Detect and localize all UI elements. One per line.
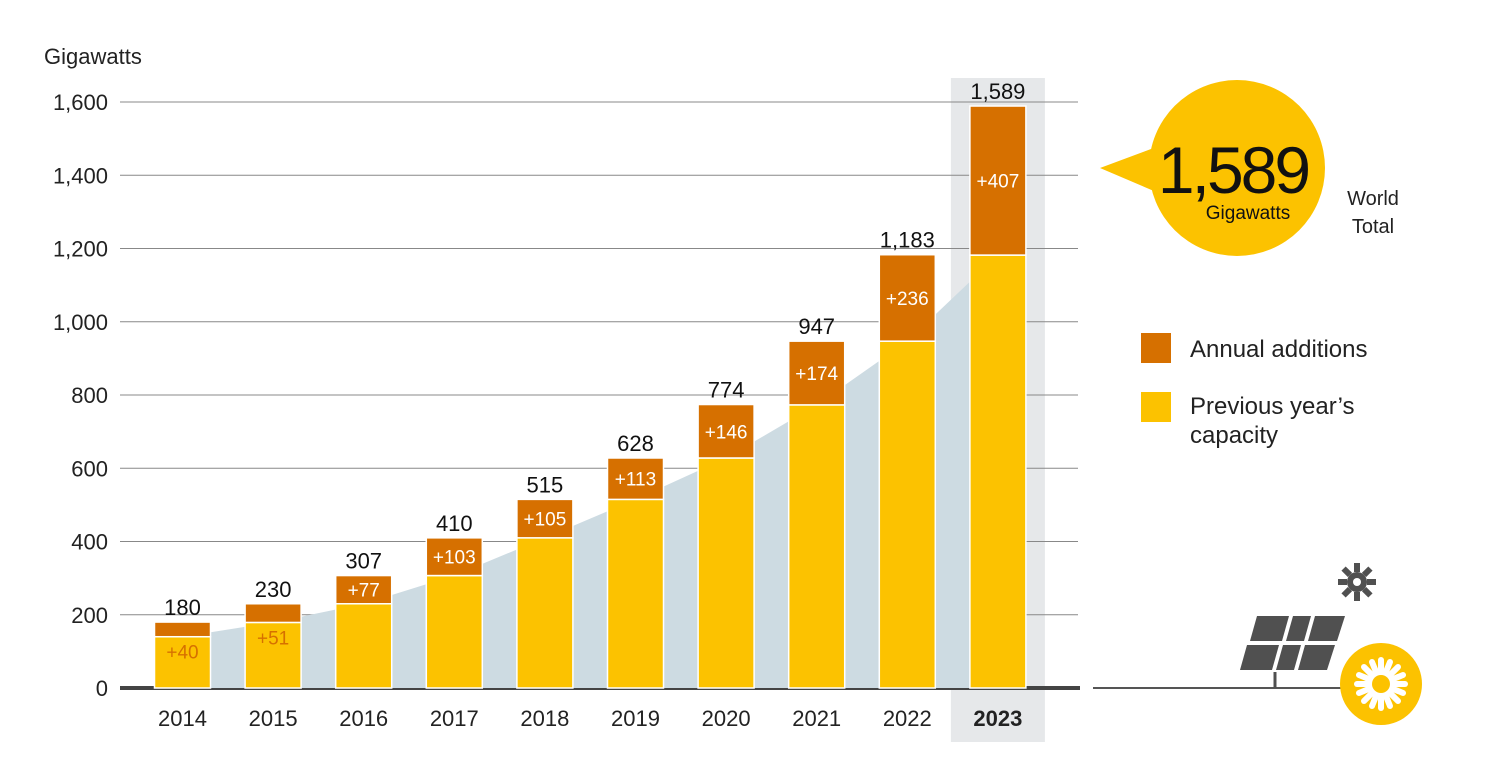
callout-value: 1,589 xyxy=(1158,133,1308,207)
bar-previous-2023 xyxy=(969,254,1027,689)
total-label-2021: 947 xyxy=(798,314,835,339)
bar-addition-2023 xyxy=(969,105,1027,256)
y-tick-label: 1,000 xyxy=(53,310,108,335)
y-tick-label: 1,600 xyxy=(53,90,108,115)
legend-swatch-additions xyxy=(1141,333,1171,363)
addition-label-2021: +174 xyxy=(795,364,838,385)
bar-previous-2017 xyxy=(425,574,484,689)
bars xyxy=(153,105,1027,689)
bar-addition-2020 xyxy=(697,403,755,459)
y-axis-label: Gigawatts xyxy=(44,44,142,69)
legend: Annual additions Previous year’s capacit… xyxy=(1141,333,1367,449)
bar-labels: +40 180 +51 230 +77 307 +103 410 +105 515 +113 628 +… xyxy=(164,79,1025,664)
addition-label-2023: +407 xyxy=(977,172,1020,193)
x-axis-ticks: 2014 2015 2016 2017 2018 2019 2020 2021 2022 2023 xyxy=(158,706,1022,731)
callout-unit: Gigawatts xyxy=(1206,203,1290,224)
callout-note-world: World xyxy=(1347,188,1399,210)
bar-addition-2018 xyxy=(516,498,574,539)
bar-addition-2019 xyxy=(606,457,665,501)
callout-note-total: Total xyxy=(1352,216,1394,238)
addition-label-2022: +236 xyxy=(886,289,929,310)
addition-label-2017: +103 xyxy=(433,548,476,569)
total-label-2022: 1,183 xyxy=(880,228,935,253)
addition-label-2015: +51 xyxy=(257,628,289,649)
legend-label-previous-1: Previous year’s xyxy=(1190,393,1355,420)
bar-addition-2015 xyxy=(244,603,302,624)
bar-addition-2022 xyxy=(878,253,937,342)
bar-previous-2016 xyxy=(334,603,393,689)
total-label-2018: 515 xyxy=(527,472,564,497)
x-tick-2017: 2017 xyxy=(430,706,479,731)
bar-previous-2020 xyxy=(697,457,755,689)
y-tick-label: 1,200 xyxy=(53,237,108,262)
y-tick-label: 0 xyxy=(96,676,108,701)
x-tick-2021: 2021 xyxy=(792,706,841,731)
total-label-2016: 307 xyxy=(345,549,382,574)
total-label-2017: 410 xyxy=(436,511,473,536)
x-tick-2019: 2019 xyxy=(611,706,660,731)
solar-panel-icon xyxy=(1240,616,1345,688)
addition-label-2016: +77 xyxy=(348,581,380,602)
growth-area-shape xyxy=(182,255,998,688)
callout-circle xyxy=(1149,80,1325,256)
legend-swatch-previous xyxy=(1141,392,1171,422)
addition-label-2019: +113 xyxy=(615,470,656,491)
total-label-2015: 230 xyxy=(255,577,292,602)
sun-icon xyxy=(1338,563,1376,601)
y-tick-label: 600 xyxy=(71,456,108,481)
total-label-2019: 628 xyxy=(617,431,654,456)
x-tick-2016: 2016 xyxy=(339,706,388,731)
addition-label-2020: +146 xyxy=(705,422,748,443)
bar-previous-2022 xyxy=(878,340,937,689)
bar-previous-2014 xyxy=(153,635,212,689)
bar-previous-2015 xyxy=(244,621,302,689)
x-tick-2015: 2015 xyxy=(249,706,298,731)
x-tick-2022: 2022 xyxy=(883,706,932,731)
legend-label-additions: Annual additions xyxy=(1190,336,1367,363)
growth-area xyxy=(182,255,998,688)
bar-addition-2017 xyxy=(425,537,484,577)
addition-label-2018: +105 xyxy=(524,510,567,531)
y-tick-label: 400 xyxy=(71,530,108,555)
bar-previous-2021 xyxy=(787,404,846,689)
y-tick-label: 200 xyxy=(71,603,108,628)
x-tick-2020: 2020 xyxy=(702,706,751,731)
x-tick-2023: 2023 xyxy=(973,706,1022,731)
gear-sun-icon xyxy=(1340,643,1422,725)
x-tick-2014: 2014 xyxy=(158,706,207,731)
bar-addition-2014 xyxy=(153,621,212,638)
total-callout: 1,589 Gigawatts World Total xyxy=(1100,80,1399,256)
bar-previous-2019 xyxy=(606,498,665,689)
legend-label-previous-2: capacity xyxy=(1190,422,1278,449)
total-label-2014: 180 xyxy=(164,595,201,620)
bar-previous-2018 xyxy=(516,537,574,689)
bar-addition-2016 xyxy=(334,574,393,605)
y-tick-label: 1,400 xyxy=(53,163,108,188)
addition-label-2014: +40 xyxy=(166,643,198,664)
total-label-2020: 774 xyxy=(708,378,745,403)
x-tick-2018: 2018 xyxy=(520,706,569,731)
y-tick-label: 800 xyxy=(71,383,108,408)
total-label-2023: 1,589 xyxy=(970,79,1025,104)
bar-addition-2021 xyxy=(787,340,846,406)
